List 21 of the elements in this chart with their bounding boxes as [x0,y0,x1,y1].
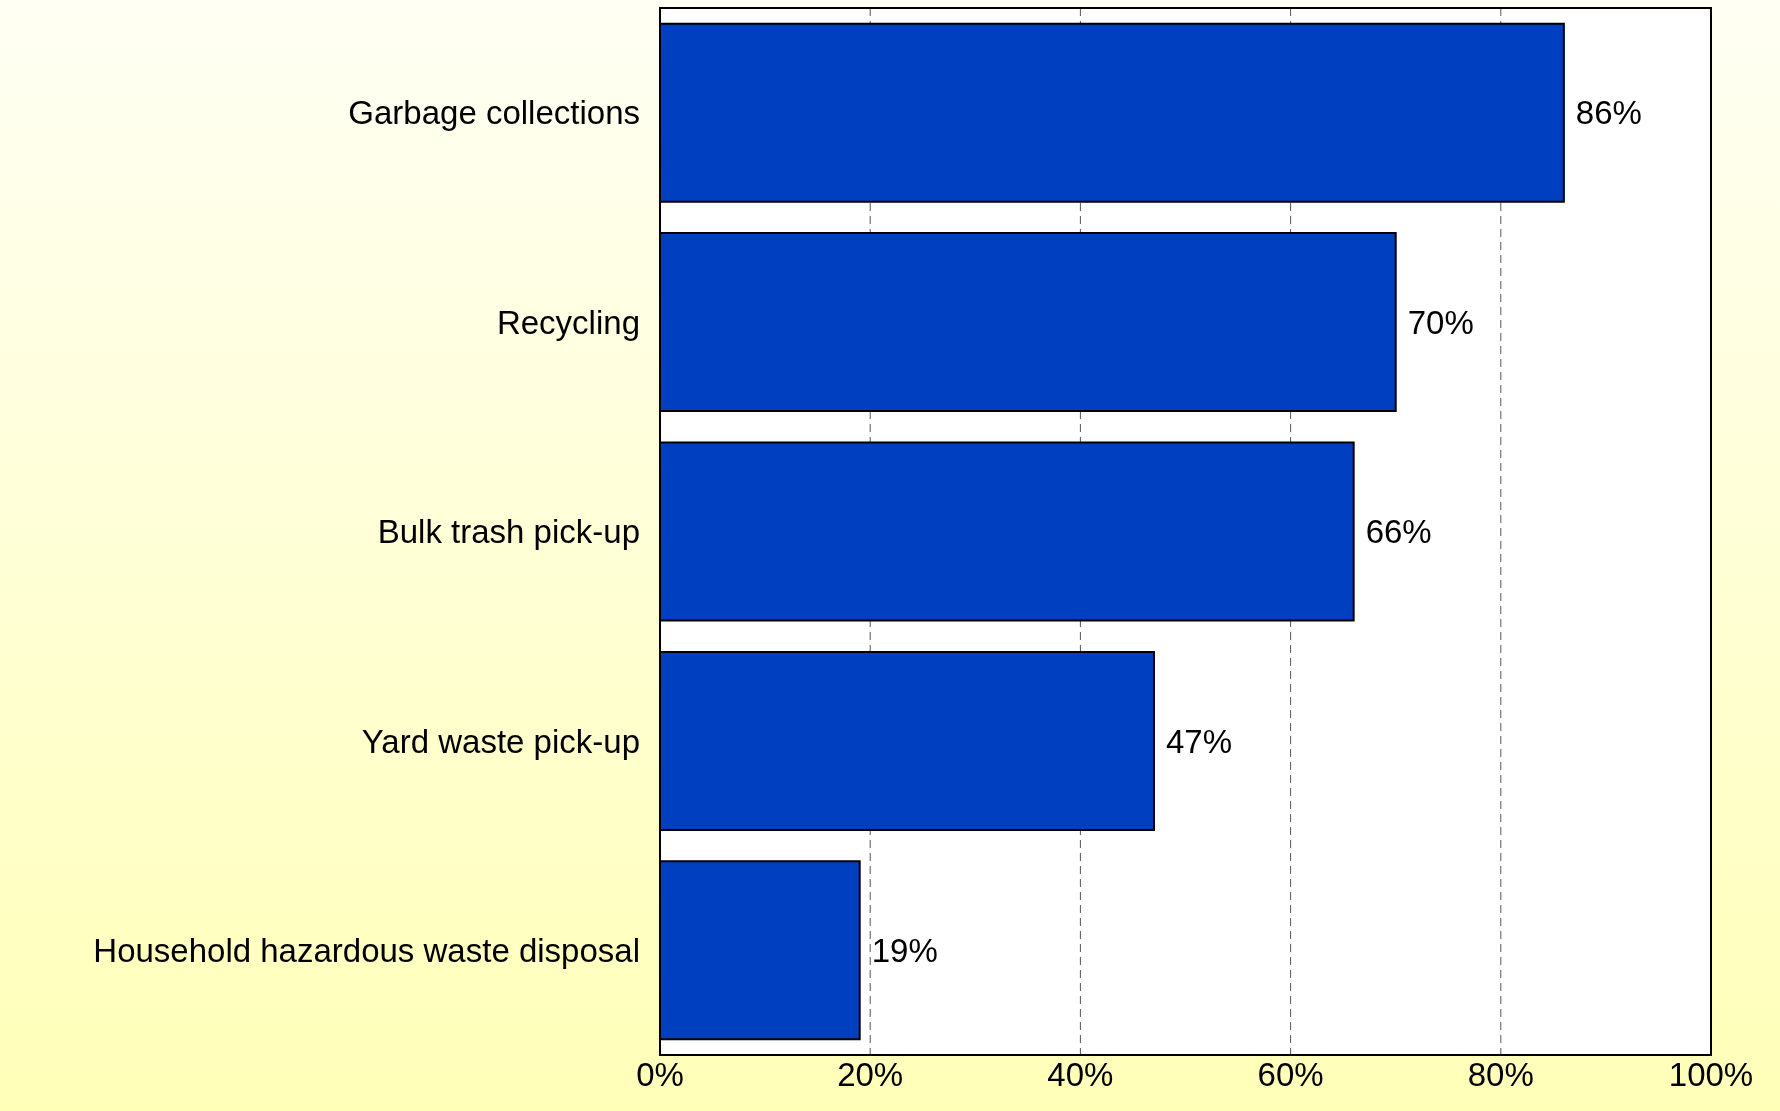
x-tick-label: 20% [837,1056,904,1094]
data-label: 47% [1165,722,1233,760]
y-tick-label: Bulk trash pick-up [377,513,640,551]
bar [660,650,1155,831]
bar [660,22,1565,203]
bar [660,232,1397,413]
x-tick-label: 40% [1047,1056,1114,1094]
data-label: 19% [871,932,938,970]
x-tick-label: 100% [1668,1056,1754,1094]
y-tick-label: Yard waste pick-up [361,722,640,760]
data-label: 66% [1365,513,1432,551]
data-label: 86% [1575,94,1642,132]
x-tick-label: 60% [1257,1056,1324,1094]
bar [660,860,861,1041]
x-tick-label: 0% [636,1056,684,1094]
y-tick-label: Recycling [496,303,640,341]
bar [660,441,1355,622]
data-label: 70% [1407,303,1474,341]
y-tick-label: Household hazardous waste disposal [93,932,640,970]
x-tick-label: 80% [1467,1056,1534,1094]
y-tick-label: Garbage collections [348,94,640,132]
